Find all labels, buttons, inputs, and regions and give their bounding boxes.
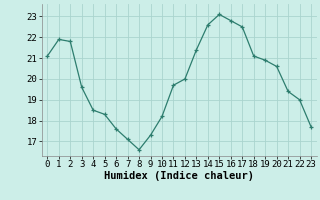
- X-axis label: Humidex (Indice chaleur): Humidex (Indice chaleur): [104, 171, 254, 181]
